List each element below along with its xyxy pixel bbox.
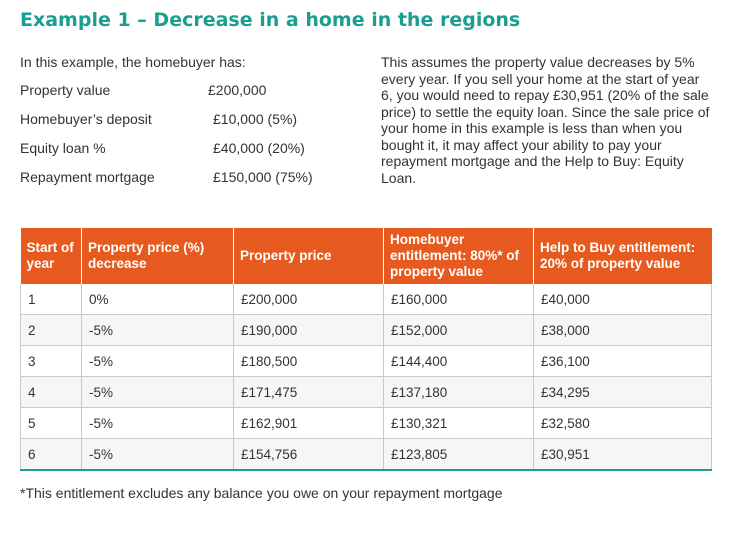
table-row: 3 -5% £180,500 £144,400 £36,100 <box>20 345 712 377</box>
table-cell: £32,580 <box>533 407 712 439</box>
detail-value: £200,000 <box>208 82 267 98</box>
page-title: Example 1 – Decrease in a home in the re… <box>20 9 521 31</box>
table-row: 4 -5% £171,475 £137,180 £34,295 <box>20 376 712 408</box>
explanation-paragraph: This assumes the property value decrease… <box>381 54 710 186</box>
table-cell: 1 <box>20 284 82 315</box>
detail-label: Homebuyer’s deposit <box>20 111 152 127</box>
column-header: Property price (%) decrease <box>81 228 234 284</box>
table-cell: £200,000 <box>233 284 384 315</box>
table-cell: -5% <box>81 314 234 346</box>
table-cell: 6 <box>20 438 82 471</box>
table-row: 5 -5% £162,901 £130,321 £32,580 <box>20 407 712 439</box>
detail-label: Repayment mortgage <box>20 169 155 185</box>
table-cell: £160,000 <box>383 284 534 315</box>
table-cell: £34,295 <box>533 376 712 408</box>
table-cell: £154,756 <box>233 438 384 471</box>
table-row: 1 0% £200,000 £160,000 £40,000 <box>20 284 712 315</box>
detail-value: £10,000 (5%) <box>213 111 298 127</box>
table-cell: £190,000 <box>233 314 384 346</box>
table-cell: 5 <box>20 407 82 439</box>
decrease-table: Start of year Property price (%) decreas… <box>20 228 712 471</box>
table-cell: 4 <box>20 376 82 408</box>
table-cell: -5% <box>81 438 234 471</box>
table-row: 6 -5% £154,756 £123,805 £30,951 <box>20 438 712 471</box>
detail-value: £150,000 (75%) <box>213 169 313 185</box>
table-cell: £171,475 <box>233 376 384 408</box>
column-header: Homebuyer entitlement: 80%* of property … <box>383 228 534 284</box>
footnote: *This entitlement excludes any balance y… <box>20 485 503 501</box>
table-cell: £180,500 <box>233 345 384 377</box>
table-cell: £152,000 <box>383 314 534 346</box>
table-row: 2 -5% £190,000 £152,000 £38,000 <box>20 314 712 346</box>
table-cell: £162,901 <box>233 407 384 439</box>
intro-text: In this example, the homebuyer has: <box>20 54 246 70</box>
table-cell: -5% <box>81 407 234 439</box>
table-cell: £137,180 <box>383 376 534 408</box>
column-header: Start of year <box>20 228 82 284</box>
table-cell: £130,321 <box>383 407 534 439</box>
table-cell: 2 <box>20 314 82 346</box>
detail-value: £40,000 (20%) <box>213 140 305 156</box>
table-cell: £123,805 <box>383 438 534 471</box>
table-cell: £40,000 <box>533 284 712 315</box>
table-cell: 3 <box>20 345 82 377</box>
table-cell: £30,951 <box>533 438 712 471</box>
table-cell: 0% <box>81 284 234 315</box>
detail-label: Property value <box>20 82 111 98</box>
detail-label: Equity loan % <box>20 140 106 156</box>
table-header-row: Start of year Property price (%) decreas… <box>20 228 712 284</box>
table-cell: -5% <box>81 376 234 408</box>
column-header: Property price <box>233 228 384 284</box>
column-header: Help to Buy entitlement: 20% of property… <box>533 228 712 284</box>
table-cell: -5% <box>81 345 234 377</box>
table-cell: £36,100 <box>533 345 712 377</box>
table-cell: £144,400 <box>383 345 534 377</box>
table-cell: £38,000 <box>533 314 712 346</box>
